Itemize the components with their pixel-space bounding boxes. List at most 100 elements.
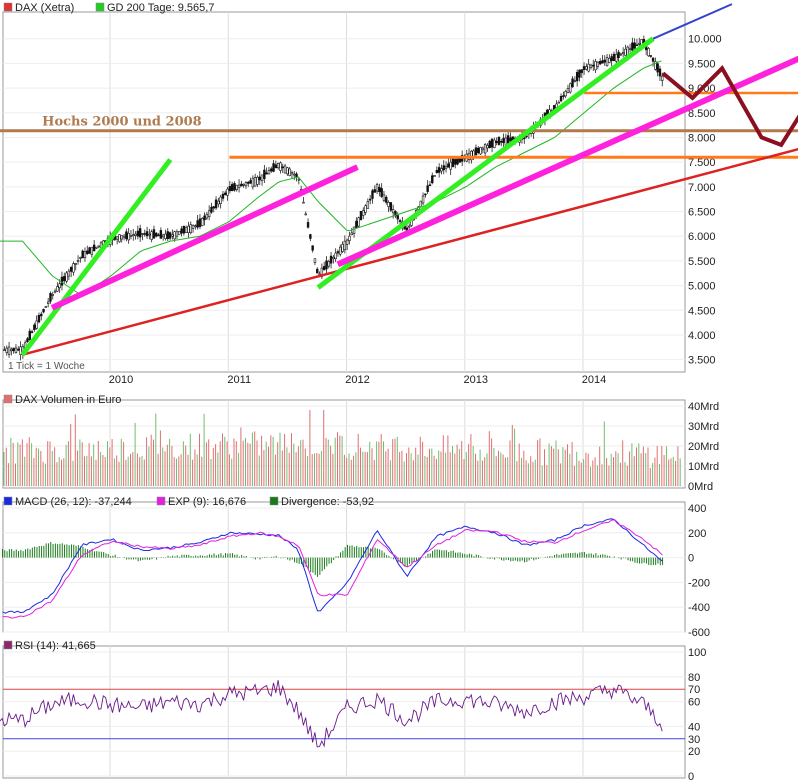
rsi-tick-label: 30 (688, 734, 700, 746)
price-candle-body (647, 48, 650, 57)
price-candle-body (479, 147, 482, 155)
price-candle-body (293, 173, 296, 176)
price-candle-body (217, 200, 220, 205)
rsi-tick-label: 80 (688, 672, 700, 684)
price-candle-body (270, 168, 273, 172)
price-candle-body (263, 169, 266, 179)
price-candle-body (88, 247, 91, 254)
price-candle-body (483, 144, 487, 154)
price-candle-body (378, 186, 381, 193)
y-tick-label: 8.000 (688, 132, 716, 144)
price-candle-body (161, 234, 165, 238)
price-candle-body (26, 338, 29, 343)
price-candle-body (661, 75, 664, 81)
price-candle-body (244, 182, 248, 187)
sma-label: GD 200 Tage: 9.565,7 (107, 2, 214, 14)
price-candle-body (242, 183, 245, 186)
price-candle-body (276, 163, 280, 169)
x-tick-label: 2014 (582, 374, 606, 386)
panel-frame (2, 645, 686, 779)
price-candle-body (81, 250, 84, 259)
price-candle-body (619, 53, 623, 56)
exp-legend-swatch (156, 496, 166, 506)
price-candle-body (437, 167, 441, 173)
price-candle-body (168, 232, 172, 239)
price-candle-body (125, 231, 128, 240)
price-candle-body (322, 266, 326, 271)
price-candle-body (502, 137, 505, 144)
price-candle-body (447, 163, 450, 168)
y-tick-label: 6.000 (688, 231, 716, 243)
tick-note: 1 Tick = 1 Woche (8, 361, 85, 372)
price-candle-body (3, 349, 6, 352)
price-candle-body (368, 198, 372, 201)
price-candle-body (582, 66, 586, 70)
price-candle-body (281, 166, 284, 169)
macd-tick-label: -600 (688, 627, 710, 639)
price-candle-body (33, 324, 36, 330)
price-candle-body (654, 61, 657, 70)
price-candle-body (28, 330, 31, 340)
y-tick-label: 6.500 (688, 207, 716, 219)
price-candle-body (14, 347, 18, 353)
price-candle-body (585, 66, 588, 70)
price-candle-body (141, 233, 144, 235)
price-candle-body (424, 193, 427, 196)
price-candle-body (214, 199, 218, 209)
price-candle-body (60, 276, 64, 286)
price-candle-body (46, 301, 50, 304)
price-candle-body (237, 184, 241, 189)
price-candle-body (134, 233, 137, 236)
price-candle-body (396, 215, 399, 220)
rsi-label: RSI (14): 41,665 (15, 640, 96, 652)
price-candle-body (352, 226, 356, 234)
price-candle-body (435, 169, 439, 173)
price-candle-body (56, 286, 59, 292)
price-candle-body (592, 64, 595, 67)
price-candle-body (608, 58, 611, 63)
price-candles (3, 35, 664, 361)
price-candle-body (86, 250, 89, 254)
price-candle-body (228, 186, 232, 192)
price-candle-body (615, 54, 618, 62)
price-candle-body (7, 346, 11, 355)
price-candle-body (304, 213, 307, 216)
sma-200-line (0, 60, 662, 296)
price-candle-body (35, 320, 38, 329)
price-candle-body (624, 48, 627, 56)
price-candle-body (573, 80, 577, 82)
volume-bars (3, 410, 681, 486)
panel-frame (2, 399, 686, 489)
price-candle-body (589, 64, 593, 68)
price-candle-body (196, 220, 199, 228)
price-candle-body (189, 224, 192, 234)
price-candle-body (621, 52, 625, 55)
rsi-line (0, 680, 663, 748)
price-candle-body (166, 231, 169, 239)
price-candle-body (578, 69, 581, 78)
price-candle-body (90, 246, 94, 255)
price-candle-body (95, 246, 98, 249)
price-candle-body (382, 194, 386, 201)
rsi-tick-label: 40 (688, 721, 700, 733)
macd-divergence-bars (1, 542, 664, 577)
price-candle-body (233, 183, 236, 191)
price-candle-body (42, 309, 45, 313)
rsi-tick-label: 20 (688, 746, 700, 758)
price-candle-body (83, 251, 87, 259)
price-candle-body (265, 172, 268, 175)
price-candle-body (178, 231, 181, 235)
price-candle-body (495, 141, 498, 144)
price-candle-body (580, 69, 583, 73)
volume-tick-label: 0Mrd (688, 481, 713, 493)
price-candle-body (295, 173, 298, 178)
price-candle-body (651, 57, 655, 62)
price-candle-body (290, 172, 294, 175)
price-candle-body (207, 210, 211, 217)
x-tick-label: 2013 (464, 374, 488, 386)
y-tick-label: 7.000 (688, 182, 716, 194)
price-candle-body (191, 225, 195, 229)
price-candle-body (362, 210, 365, 216)
price-candle-body (187, 225, 190, 233)
magenta-trendline-2011 (336, 55, 798, 268)
